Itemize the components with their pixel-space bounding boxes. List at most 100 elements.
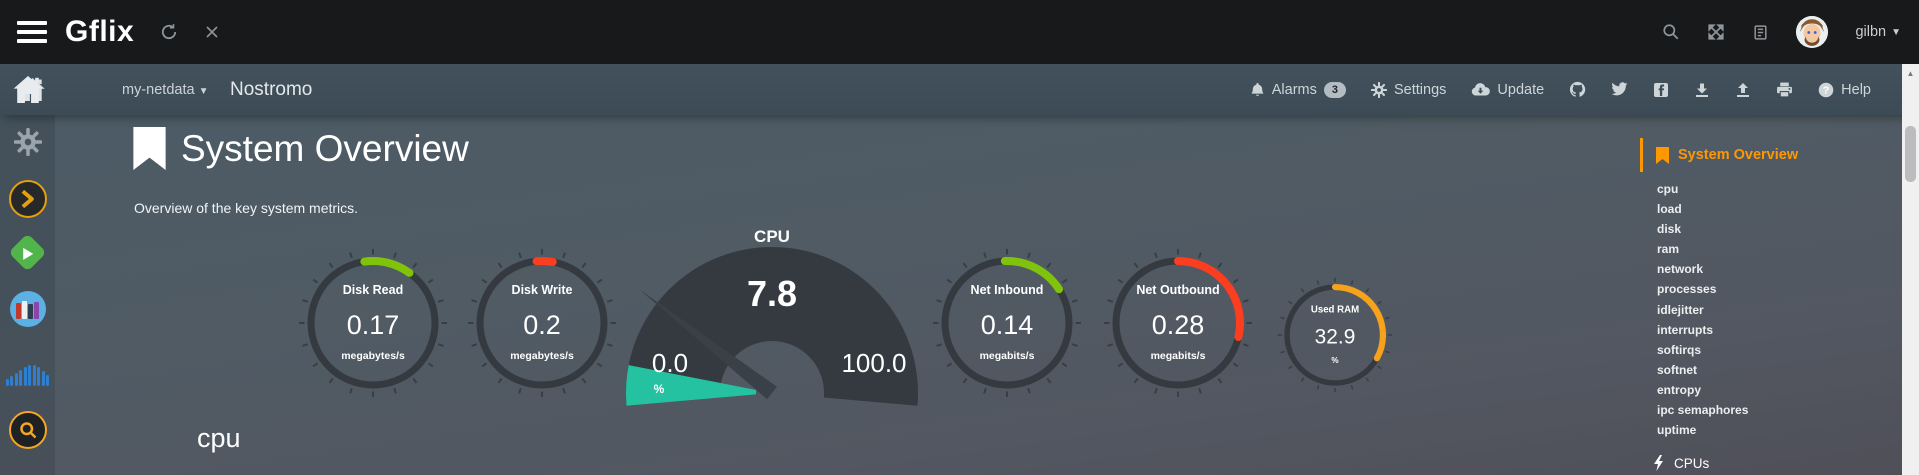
topbar-right: gilbn ▼ [1662,16,1901,48]
toc-item-disk[interactable]: disk [1657,222,1682,237]
svg-text:CPU: CPU [754,227,790,246]
bell-icon [1251,82,1264,96]
jackett-search-icon [8,411,47,449]
toc-item-cpu[interactable]: cpu [1657,182,1679,196]
svg-text:100.0: 100.0 [841,348,906,378]
server-dropdown-label: my-netdata [122,81,195,98]
gauge-disk-write[interactable]: Disk Write 0.2 megabytes/s [467,248,617,398]
svg-text:megabits/s: megabits/s [980,350,1035,362]
toc-item-softnet[interactable]: softnet [1657,362,1697,377]
toc-active-label: System Overview [1678,147,1799,163]
toc-item-entropy[interactable]: entropy [1657,382,1702,397]
gauge-cpu[interactable]: CPU 7.8 0.0 100.0 % [612,212,932,412]
toc-item-softirqs[interactable]: softirqs [1657,342,1702,357]
svg-text:%: % [1331,356,1338,365]
svg-text:Disk Read: Disk Read [343,283,403,297]
svg-text:0.2: 0.2 [523,310,561,340]
avatar[interactable] [1796,16,1829,48]
page-title: System Overview [181,127,469,169]
scrollbar-thumb[interactable] [1905,126,1916,182]
search-icon[interactable] [1662,23,1680,41]
toc-item-interrupts[interactable]: interrupts [1657,322,1714,337]
sidebar-item-soundcloud[interactable] [0,364,55,386]
gauge-disk-read[interactable]: Disk Read 0.17 megabytes/s [298,248,448,398]
svg-text:32.9: 32.9 [1315,326,1356,349]
section-heading-cpu: cpu [197,423,241,453]
sidebar-item-settings[interactable] [0,128,55,156]
sidebar-item-search[interactable] [0,411,55,449]
sidebar-item-emby[interactable] [0,233,55,272]
bookmark-icon [1656,146,1669,164]
toc-item-network[interactable]: network [1657,262,1704,277]
svg-text:0.14: 0.14 [981,310,1034,340]
page-subtitle: Overview of the key system metrics. [134,200,359,216]
alarms-button[interactable]: Alarms 3 [1250,81,1346,98]
fullscreen-icon[interactable] [1707,23,1725,41]
hostname-label: Nostromo [230,78,313,100]
page-scrollbar[interactable]: ▲ [1902,64,1919,475]
brand-logo[interactable]: Gflix [65,15,135,48]
close-icon[interactable] [204,24,220,40]
svg-text:megabits/s: megabits/s [1151,350,1206,362]
settings-label: Settings [1394,81,1447,98]
user-menu[interactable]: gilbn ▼ [1855,24,1901,40]
plex-app-icon [8,180,47,218]
svg-text:7.8: 7.8 [747,273,797,314]
toc-item-ipc-semaphores[interactable]: ipc semaphores [1657,403,1749,418]
svg-text:Net Outbound: Net Outbound [1136,283,1219,297]
download-button[interactable] [1694,82,1710,98]
twitter-icon [1611,82,1628,96]
facebook-icon [1654,82,1669,97]
svg-text:Net Inbound: Net Inbound [971,283,1044,297]
upload-button[interactable] [1735,82,1751,98]
page-title-row: System Overview [133,127,469,170]
navbar-actions: Alarms 3 Settings Update [1250,81,1871,98]
refresh-icon[interactable] [160,23,178,41]
svg-text:Disk Write: Disk Write [512,283,573,297]
gauge-used-ram[interactable]: Used RAM 32.9 % [1277,277,1393,393]
toc-item-processes[interactable]: processes [1657,282,1717,297]
gauge-net-outbound[interactable]: Net Outbound 0.28 megabits/s [1103,248,1253,398]
scrollbar-up-arrow[interactable]: ▲ [1906,69,1915,78]
settings-button[interactable]: Settings [1371,81,1447,98]
toc-active-section[interactable]: System Overview [1640,138,1892,172]
home-icon [13,76,42,103]
toc-item-idlejitter[interactable]: idlejitter [1657,302,1704,317]
server-dropdown[interactable]: my-netdata ▼ [122,82,208,98]
toc-item-load[interactable]: load [1657,202,1682,217]
table-of-contents: System Overview cpu load disk ram networ… [1640,138,1892,472]
svg-text:Used RAM: Used RAM [1311,305,1359,316]
svg-text:0.17: 0.17 [347,310,400,340]
update-button[interactable]: Update [1471,82,1544,98]
svg-text:%: % [654,382,665,396]
sidebar-item-home[interactable] [0,76,55,103]
twitter-link[interactable] [1611,82,1628,97]
toc-item-uptime[interactable]: uptime [1657,423,1697,438]
topbar: Gflix [0,0,1919,64]
svg-text:0.0: 0.0 [652,348,688,378]
gauge-net-inbound[interactable]: Net Inbound 0.14 megabits/s [932,248,1082,398]
svg-text:?: ? [1823,84,1829,96]
caret-down-icon: ▼ [198,85,209,97]
hamburger-menu-icon[interactable] [17,21,47,43]
update-label: Update [1497,81,1545,98]
github-link[interactable] [1569,81,1586,98]
docs-icon[interactable] [1752,24,1769,41]
sidebar-item-plex[interactable] [0,180,55,218]
navbar: my-netdata ▼ Nostromo Alarms 3 Sett [0,64,1919,115]
cloud-download-icon [1472,83,1491,96]
gear-icon [13,128,42,156]
toc-section-cpus[interactable]: CPUs [1640,455,1892,472]
facebook-link[interactable] [1653,82,1669,98]
caret-down-icon: ▼ [1891,26,1901,38]
print-button[interactable] [1776,82,1793,98]
svg-text:megabytes/s: megabytes/s [341,350,405,362]
sidebar-item-library[interactable] [0,291,55,327]
soundcloud-app-icon [5,364,50,386]
print-icon [1777,82,1793,97]
toc-item-ram[interactable]: ram [1657,242,1680,257]
help-button[interactable]: ? Help [1818,82,1871,98]
help-label: Help [1841,81,1871,98]
bolt-icon [1654,455,1663,472]
